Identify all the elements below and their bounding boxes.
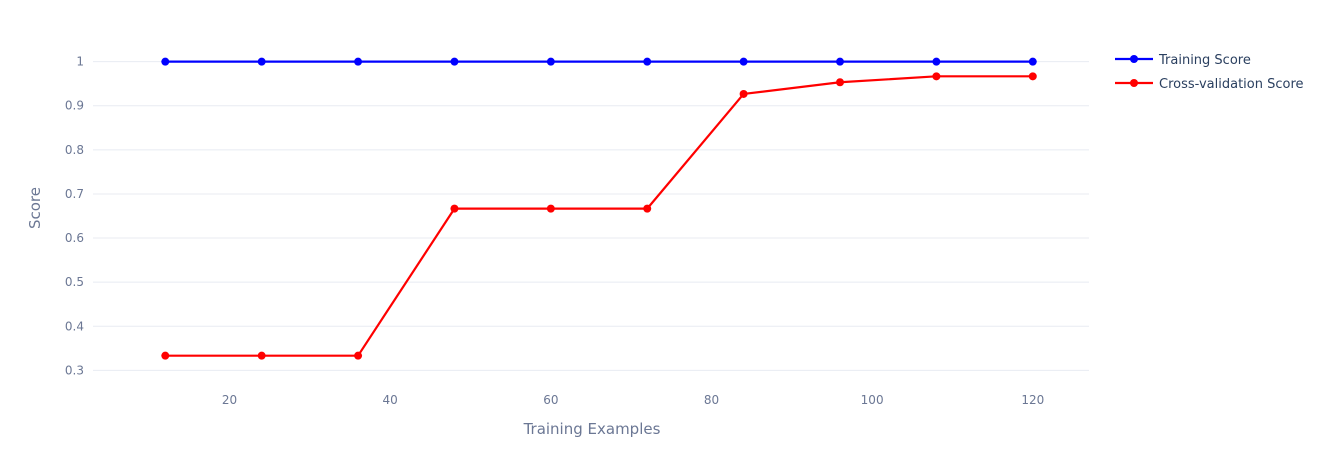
legend-swatch-marker <box>1130 79 1138 87</box>
series-lines <box>161 57 1037 360</box>
x-tick-label: 40 <box>383 393 398 407</box>
data-point[interactable] <box>739 89 748 98</box>
legend: Training Score Cross-validation Score <box>1115 53 1304 92</box>
series-line <box>165 75 1033 357</box>
x-tick-label: 100 <box>861 393 884 407</box>
y-tick-label: 0.7 <box>65 187 84 201</box>
data-point[interactable] <box>546 57 555 66</box>
data-point[interactable] <box>643 204 652 213</box>
y-tick-label: 0.8 <box>65 143 84 157</box>
grid-lines <box>93 61 1089 371</box>
y-tick-label: 0.9 <box>65 99 84 113</box>
data-point[interactable] <box>932 72 941 81</box>
data-point[interactable] <box>450 204 459 213</box>
y-tick-label: 1 <box>76 55 84 69</box>
y-tick-label: 0.5 <box>65 275 84 289</box>
data-point[interactable] <box>257 351 266 360</box>
series-0 <box>161 57 1037 66</box>
data-point[interactable] <box>1028 72 1037 81</box>
legend-item-0[interactable]: Training Score <box>1115 53 1251 68</box>
legend-label: Training Score <box>1158 53 1251 68</box>
legend-swatch-marker <box>1130 55 1138 63</box>
data-point[interactable] <box>546 204 555 213</box>
data-point[interactable] <box>836 57 844 66</box>
data-point[interactable] <box>739 57 748 66</box>
legend-label: Cross-validation Score <box>1159 77 1304 92</box>
x-tick-label: 80 <box>704 393 719 407</box>
data-point[interactable] <box>161 57 170 66</box>
series-1 <box>161 72 1037 360</box>
legend-item-1[interactable]: Cross-validation Score <box>1115 77 1304 92</box>
data-point[interactable] <box>257 57 266 66</box>
data-point[interactable] <box>836 78 844 87</box>
data-point[interactable] <box>354 351 363 360</box>
data-point[interactable] <box>161 351 170 360</box>
x-tick-label: 60 <box>543 393 558 407</box>
x-axis-title: Training Examples <box>523 420 661 438</box>
y-axis-title: Score <box>26 187 44 229</box>
x-axis-tick-labels: 20 40 60 80 100 120 <box>222 393 1044 407</box>
y-tick-label: 0.6 <box>65 231 84 245</box>
x-tick-label: 120 <box>1021 393 1044 407</box>
y-axis-tick-labels: 0.3 0.4 0.5 0.6 0.7 0.8 0.9 1 <box>65 55 84 378</box>
data-point[interactable] <box>1028 57 1037 66</box>
data-point[interactable] <box>643 57 652 66</box>
y-tick-label: 0.3 <box>65 363 84 377</box>
y-tick-label: 0.4 <box>65 319 84 333</box>
x-tick-label: 20 <box>222 393 237 407</box>
data-point[interactable] <box>354 57 363 66</box>
data-point[interactable] <box>450 57 459 66</box>
data-point[interactable] <box>932 57 941 66</box>
